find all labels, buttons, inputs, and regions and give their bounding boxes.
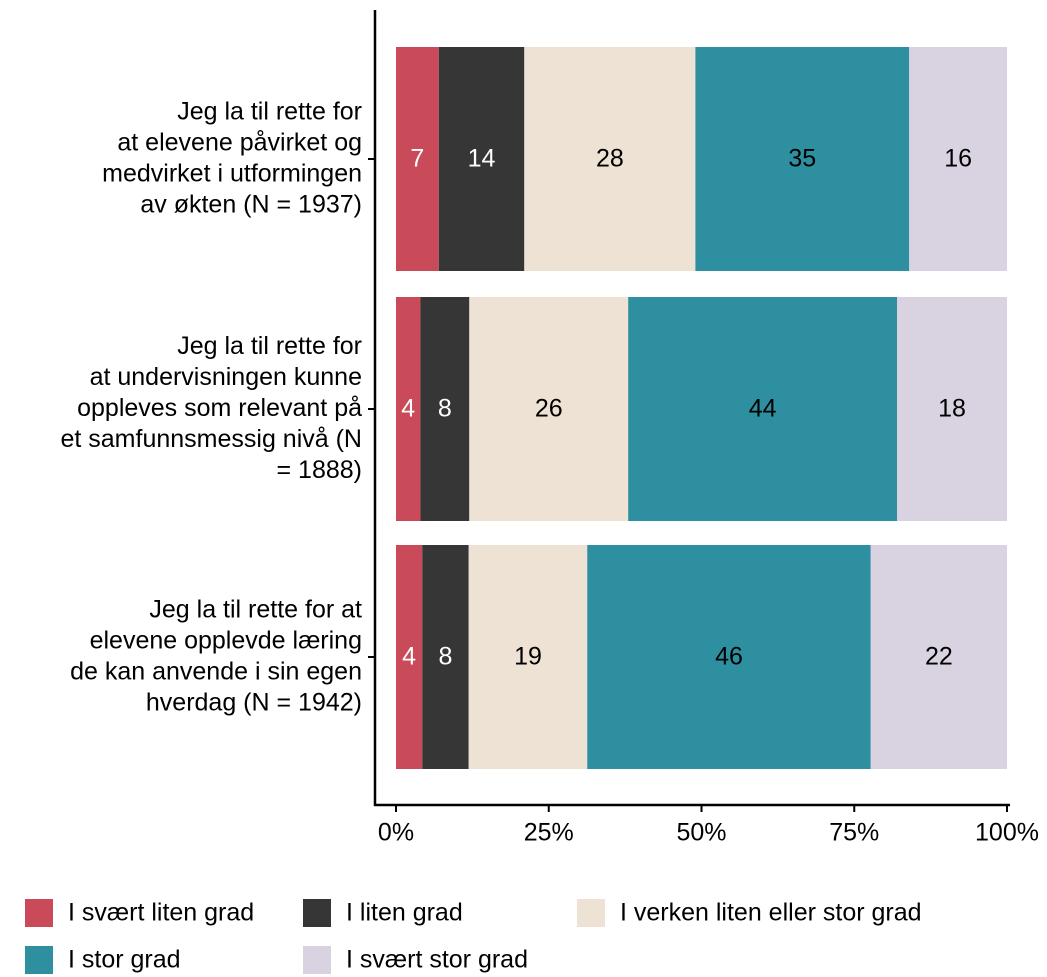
data-label: 35 <box>788 145 816 173</box>
y-tick-label-line: et samfunnsmessig nivå (N <box>60 425 362 453</box>
y-tick-label-line: hverdag (N = 1942) <box>146 688 362 716</box>
y-tick-label-line: Jeg la til rette for at <box>149 595 362 623</box>
legend-swatch <box>25 899 53 927</box>
bar-segment <box>909 47 1007 271</box>
y-tick-label-line: medvirket i utformingen <box>102 159 362 187</box>
legend-label: I liten grad <box>346 899 463 927</box>
legend-label: I verken liten eller stor grad <box>620 899 922 927</box>
x-tick-label: 75% <box>829 819 879 847</box>
data-label: 46 <box>715 643 743 671</box>
y-tick-label-line: de kan anvende i sin egen <box>70 657 362 685</box>
data-label: 8 <box>438 395 452 423</box>
y-tick-label-line: at undervisningen kunne <box>90 363 362 391</box>
data-label: 26 <box>535 395 563 423</box>
bar-segment <box>396 47 439 271</box>
data-label: 19 <box>514 643 542 671</box>
y-tick-label: Jeg la til rette for at undervisningen ku… <box>60 332 362 484</box>
y-tick-label-line: oppleves som relevant på <box>77 394 362 422</box>
x-tick-label: 50% <box>676 819 726 847</box>
data-label: 28 <box>596 145 624 173</box>
bar-segment <box>396 545 423 769</box>
bar-segment <box>420 297 470 521</box>
data-label: 14 <box>468 145 496 173</box>
legend-swatch <box>25 946 53 974</box>
bar-segment <box>870 545 1007 769</box>
data-label: 18 <box>938 395 966 423</box>
bar-segment <box>695 47 910 271</box>
y-tick-label-line: Jeg la til rette for <box>177 97 362 125</box>
legend-label: I stor grad <box>68 946 181 974</box>
data-label: 44 <box>749 395 777 423</box>
bar-segment <box>438 47 525 271</box>
data-label: 8 <box>439 643 453 671</box>
data-label: 16 <box>944 145 972 173</box>
bar-segment <box>422 545 469 769</box>
y-tick-label: Jeg la til rette for at elevene opplevde … <box>70 595 362 716</box>
legend-swatch <box>303 899 331 927</box>
y-tick-label-line: elevene opplevde læring <box>90 626 362 654</box>
x-tick-label: 100% <box>975 819 1039 847</box>
legend-swatch <box>303 946 331 974</box>
x-tick-label: 0% <box>378 819 414 847</box>
x-tick-label: 25% <box>524 819 574 847</box>
y-tick-label-line: av økten (N = 1937) <box>140 190 362 218</box>
bar-segment <box>396 297 421 521</box>
y-tick-label-line: = 1888) <box>277 456 363 484</box>
bar-segment <box>524 47 696 271</box>
bar-segment <box>468 545 588 769</box>
legend-swatch <box>577 899 605 927</box>
bar-segment <box>469 297 629 521</box>
data-label: 4 <box>401 395 415 423</box>
legend-label: I svært stor grad <box>346 946 528 974</box>
legend-label: I svært liten grad <box>68 899 254 927</box>
bar-segment <box>587 545 871 769</box>
bar-segment <box>628 297 898 521</box>
bar-segment <box>897 297 1007 521</box>
y-tick-label: Jeg la til rette for at elevene påvirket … <box>102 97 362 218</box>
data-label: 7 <box>410 145 424 173</box>
data-label: 4 <box>402 643 416 671</box>
y-tick-label-line: Jeg la til rette for <box>177 332 362 360</box>
data-label: 22 <box>925 643 953 671</box>
y-tick-label-line: at elevene påvirket og <box>117 128 362 156</box>
